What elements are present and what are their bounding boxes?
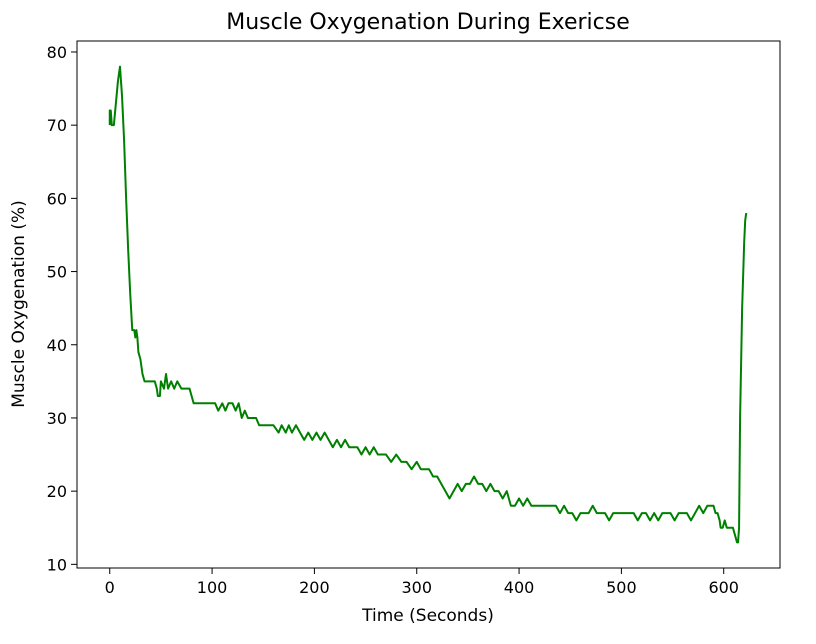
series-line-0 <box>108 65 748 544</box>
y-tick-label: 30 <box>47 409 67 428</box>
y-tick-label: 60 <box>47 189 67 208</box>
x-tick-label: 0 <box>105 578 115 597</box>
y-tick-label: 70 <box>47 116 67 135</box>
y-tick-label: 50 <box>47 263 67 282</box>
x-axis-ticks: 0 100 200 300 400 500 600 <box>105 568 739 597</box>
x-axis-label: Time (Seconds) <box>361 606 494 626</box>
y-tick-label: 80 <box>47 43 67 62</box>
y-tick-label: 40 <box>47 336 67 355</box>
y-axis-ticks: 10 20 30 40 50 60 70 80 <box>47 43 77 574</box>
chart-title: Muscle Oxygenation During Exericse <box>226 10 630 35</box>
x-tick-label: 500 <box>606 578 637 597</box>
x-tick-label: 400 <box>504 578 535 597</box>
x-tick-label: 300 <box>401 578 432 597</box>
x-tick-label: 600 <box>708 578 739 597</box>
y-tick-label: 20 <box>47 482 67 501</box>
x-tick-label: 100 <box>197 578 228 597</box>
plot-frame <box>76 40 781 569</box>
series-layer <box>108 65 748 544</box>
y-tick-label: 10 <box>47 555 67 574</box>
y-axis-label: Muscle Oxygenation (%) <box>9 200 29 408</box>
x-tick-label: 200 <box>299 578 330 597</box>
